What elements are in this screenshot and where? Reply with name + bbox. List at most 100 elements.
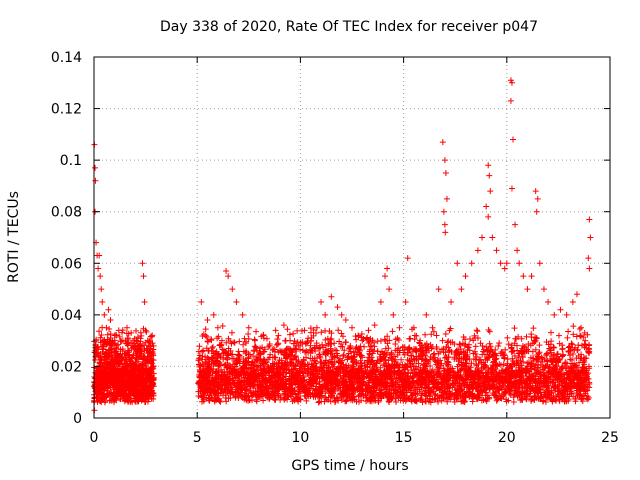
data-point (100, 378, 107, 385)
data-point (138, 376, 145, 383)
data-point (496, 339, 503, 346)
data-point (116, 333, 123, 340)
data-point (456, 341, 463, 348)
data-point (106, 397, 113, 404)
data-point (543, 350, 550, 357)
data-point (92, 353, 99, 360)
data-point (100, 342, 107, 349)
data-point (422, 331, 429, 338)
data-point (111, 396, 118, 403)
data-point (143, 328, 150, 335)
data-point (124, 362, 131, 369)
data-point (576, 332, 583, 339)
data-point (119, 355, 126, 362)
data-point (133, 327, 140, 334)
data-point (119, 390, 126, 397)
data-point (96, 360, 103, 367)
chart-title: Day 338 of 2020, Rate Of TEC Index for r… (160, 19, 538, 35)
data-point (95, 372, 102, 379)
data-point (109, 391, 116, 398)
data-point (442, 331, 449, 338)
data-point (253, 328, 260, 335)
data-point (126, 347, 133, 354)
data-point (97, 334, 104, 341)
data-point (407, 335, 414, 342)
data-point (385, 345, 392, 352)
data-point (94, 349, 101, 356)
data-point (519, 342, 526, 349)
data-point (263, 335, 270, 342)
data-point (133, 368, 140, 375)
data-point (547, 329, 554, 336)
data-point (555, 332, 562, 339)
data-point (335, 327, 342, 334)
data-point (150, 351, 157, 358)
data-point (274, 336, 281, 343)
data-point (565, 328, 572, 335)
data-point (102, 384, 109, 391)
data-point (144, 392, 151, 399)
data-point (536, 342, 543, 349)
data-point (137, 329, 144, 336)
data-point (511, 325, 518, 332)
data-point (99, 379, 106, 386)
data-point (559, 345, 566, 352)
data-point (123, 352, 130, 359)
data-point (130, 352, 137, 359)
data-point (137, 346, 144, 353)
data-point (392, 341, 399, 348)
data-point (139, 362, 146, 369)
data-point (340, 351, 347, 358)
data-point (119, 329, 126, 336)
data-point (245, 330, 252, 337)
data-point (431, 350, 438, 357)
data-point (286, 331, 293, 338)
data-point (118, 356, 125, 363)
data-point (150, 392, 157, 399)
data-point (98, 331, 105, 338)
data-point (284, 326, 291, 333)
data-point (148, 366, 155, 373)
data-point (486, 328, 493, 335)
data-point (122, 356, 129, 363)
data-point (97, 398, 104, 405)
data-point (530, 325, 537, 332)
data-point (135, 358, 142, 365)
data-point (101, 399, 108, 406)
data-point (253, 398, 260, 405)
data-point (98, 385, 105, 392)
data-point (485, 327, 492, 334)
data-point (114, 352, 121, 359)
data-point (389, 328, 396, 335)
data-point (94, 398, 101, 405)
data-point (106, 326, 113, 332)
data-point (104, 364, 111, 371)
data-points (91, 77, 594, 414)
data-point (149, 332, 156, 339)
data-point (474, 328, 481, 335)
data-point (147, 360, 154, 367)
data-point (318, 329, 325, 336)
data-point (147, 333, 154, 340)
data-point (236, 338, 243, 345)
data-point (433, 332, 440, 339)
data-point (107, 330, 114, 337)
data-point (142, 366, 149, 373)
data-point (472, 343, 479, 350)
data-point (315, 399, 322, 406)
data-point (149, 340, 156, 347)
data-point (275, 332, 282, 339)
data-point (114, 365, 121, 372)
data-point (124, 374, 131, 381)
data-point (196, 343, 203, 350)
data-point (134, 338, 141, 345)
data-point (297, 346, 304, 353)
data-point (132, 355, 139, 362)
data-point (339, 333, 346, 340)
data-point (284, 396, 291, 403)
data-point (125, 339, 132, 346)
data-point (111, 348, 118, 355)
data-point (113, 354, 120, 361)
data-point (94, 371, 101, 378)
